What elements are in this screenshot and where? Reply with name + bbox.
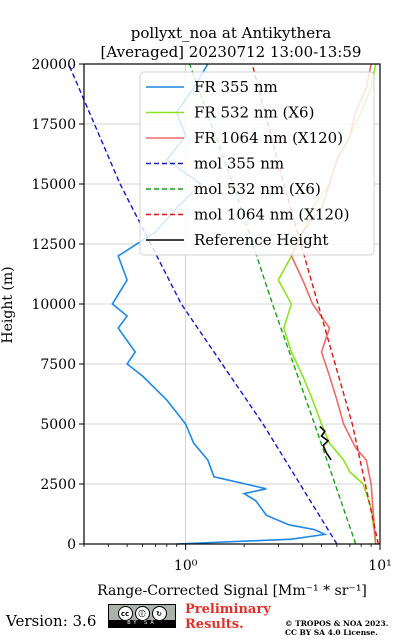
version-label: Version: 3.6 — [6, 612, 97, 630]
y-axis-label: Height (m) — [0, 266, 16, 343]
legend-box — [139, 71, 375, 256]
copyright-notice: © TROPOS & NOA 2023. CC BY SA 4.0 Licens… — [285, 619, 388, 637]
y-tick-label: 0 — [67, 537, 76, 553]
y-tick-label: 5000 — [40, 417, 76, 433]
copyright-line-1: © TROPOS & NOA 2023. — [285, 619, 389, 628]
axis-ticks: 0 2500 5000 7500 10000 12500 15000 17500 20000 10… — [31, 57, 391, 574]
lidar-profile-chart: pollyxt_noa at Antikythera [Averaged] 20… — [0, 24, 392, 599]
preliminary-line-2: Results. — [185, 617, 244, 632]
license-strip: BY SA — [109, 620, 175, 627]
chart-title-line-1: pollyxt_noa at Antikythera — [131, 24, 331, 42]
legend: FR 355 nm FR 532 nm (X6) FR 1064 nm (X120)… — [139, 71, 375, 256]
y-tick-label: 17500 — [31, 117, 76, 133]
legend-label: mol 1064 nm (X120) — [194, 206, 349, 224]
cc-icon: cc — [117, 606, 133, 621]
cc-license-badge: cc ⓘ ↻ BY SA — [108, 604, 176, 628]
y-tick-label: 12500 — [31, 237, 76, 253]
legend-label: FR 355 nm — [194, 78, 278, 96]
y-tick-label: 10000 — [31, 297, 76, 313]
y-tick-label: 15000 — [31, 177, 76, 193]
legend-label: mol 532 nm (X6) — [194, 180, 321, 198]
x-tick-label: 10⁰ — [174, 558, 198, 574]
legend-label: Reference Height — [194, 231, 328, 249]
series-line-mol-532-nm-x6 — [189, 63, 357, 545]
y-tick-label: 2500 — [40, 477, 76, 493]
sa-icon: ↻ — [151, 606, 167, 621]
x-tick-label: 10¹ — [368, 558, 391, 574]
series-line-reference-height — [319, 425, 332, 461]
preliminary-line-1: Preliminary — [185, 602, 271, 617]
series-line-mol-355-nm — [67, 63, 338, 545]
copyright-line-2: CC BY SA 4.0 License. — [285, 628, 378, 637]
chart-title-line-2: [Averaged] 20230712 13:00-13:59 — [101, 43, 362, 61]
legend-label: mol 355 nm — [194, 155, 284, 173]
series-line-mol-1064-nm-x120 — [251, 63, 379, 545]
legend-label: FR 1064 nm (X120) — [194, 129, 343, 147]
by-icon: ⓘ — [134, 606, 150, 621]
y-tick-label: 7500 — [40, 357, 76, 373]
y-tick-label: 20000 — [31, 57, 76, 73]
x-axis-label: Range-Corrected Signal [Mm⁻¹ * sr⁻¹] — [97, 583, 367, 599]
preliminary-notice: Preliminary Results. — [185, 602, 271, 632]
legend-label: FR 532 nm (X6) — [194, 104, 314, 122]
